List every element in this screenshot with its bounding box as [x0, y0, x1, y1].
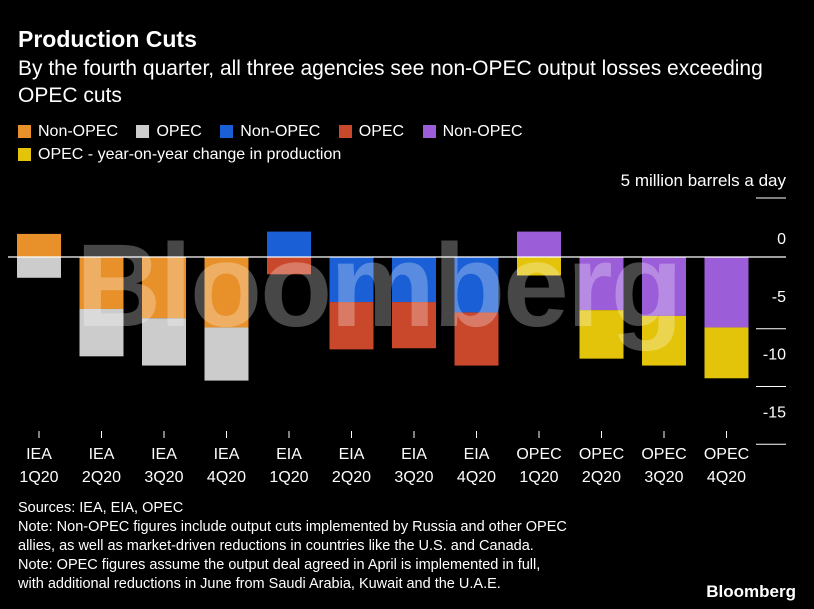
bar-segment [329, 302, 374, 350]
bar-segment [517, 257, 561, 276]
x-tick-label: OPEC [641, 446, 686, 463]
y-tick-label: -15 [763, 404, 786, 421]
legend-item: OPEC [136, 120, 202, 143]
bar-segment [329, 257, 374, 303]
x-tick-label: EIA [401, 446, 427, 463]
x-tick-label: 1Q20 [519, 469, 558, 486]
bar-segment [579, 257, 624, 311]
x-tick-label: OPEC [516, 446, 561, 463]
legend-label: OPEC [358, 122, 405, 140]
legend-item: Non-OPEC [220, 120, 320, 143]
sources-text: Sources: IEA, EIA, OPEC [18, 500, 184, 516]
x-tick-label: EIA [276, 446, 302, 463]
x-tick-label: 2Q20 [582, 469, 621, 486]
bar-segment [642, 257, 686, 316]
legend: Non-OPEC OPEC Non-OPEC OPEC Non-OPEC OPE… [18, 120, 578, 166]
note-line: with additional reductions in June from … [18, 576, 501, 592]
y-tick-label: 0 [777, 231, 786, 248]
legend-label: OPEC - year-on-year change in production [38, 145, 342, 163]
chart-title: Production Cuts [18, 26, 197, 52]
bar-segment [454, 257, 499, 313]
note-line: Note: OPEC figures assume the output dea… [18, 557, 541, 573]
bar-segment [17, 257, 61, 278]
bar-segment [579, 310, 624, 359]
legend-swatch [18, 148, 31, 161]
bar-segment [17, 233, 61, 257]
bar-segment [79, 257, 124, 309]
note-line: allies, as well as market-driven reducti… [18, 538, 534, 554]
x-tick-label: OPEC [579, 446, 624, 463]
x-tick-label: 3Q20 [144, 469, 183, 486]
legend-label: OPEC [156, 122, 202, 140]
x-tick-label: 1Q20 [269, 469, 308, 486]
legend-label: Non-OPEC [442, 122, 523, 140]
note-line: Note: Non-OPEC figures include output cu… [18, 519, 567, 535]
bar-segment [392, 257, 436, 303]
y-tick-label: -5 [772, 289, 786, 306]
legend-label: Non-OPEC [38, 122, 119, 140]
legend-label: Non-OPEC [240, 122, 321, 140]
bar-segment [267, 257, 311, 275]
x-tick-label: IEA [214, 446, 240, 463]
bar-segment [704, 327, 749, 379]
bar-segment [267, 231, 311, 257]
x-tick-label: 4Q20 [207, 469, 246, 486]
legend-item: Non-OPEC [18, 120, 118, 143]
footer-notes: Sources: IEA, EIA, OPEC Note: Non-OPEC f… [18, 499, 708, 594]
bar-segment [142, 257, 186, 319]
legend-item: OPEC [338, 120, 405, 143]
legend-item: Non-OPEC [422, 120, 523, 143]
y-axis-unit-label: 5 million barrels a day [620, 171, 786, 190]
bar-segment [79, 308, 124, 357]
legend-swatch [136, 125, 150, 138]
bar-segment [642, 315, 686, 366]
x-tick-label: 2Q20 [332, 469, 371, 486]
legend-swatch [422, 125, 436, 138]
legend-item: OPEC - year-on-year change in production [18, 143, 341, 166]
bar-segment [454, 312, 499, 366]
x-tick-label: 3Q20 [644, 469, 683, 486]
bar-segment [704, 257, 749, 328]
bar-segment [517, 231, 561, 257]
x-tick-label: EIA [339, 446, 365, 463]
legend-swatch [220, 125, 234, 138]
x-tick-label: 1Q20 [19, 469, 58, 486]
x-tick-label: IEA [89, 446, 115, 463]
x-tick-label: IEA [26, 446, 52, 463]
legend-swatch [338, 125, 352, 138]
x-tick-label: 2Q20 [82, 469, 121, 486]
x-tick-label: 3Q20 [394, 469, 433, 486]
legend-swatch [18, 125, 31, 138]
x-tick-label: IEA [151, 446, 177, 463]
x-tick-label: 4Q20 [707, 469, 746, 486]
bloomberg-logo: Bloomberg [706, 582, 796, 601]
bar-segment [204, 257, 249, 328]
x-tick-label: 4Q20 [457, 469, 496, 486]
bar-segment [142, 318, 186, 366]
x-tick-label: OPEC [704, 446, 749, 463]
y-tick-label: -10 [763, 347, 786, 364]
bar-segment [204, 327, 249, 381]
bar-segment [392, 302, 436, 349]
chart-subtitle: By the fourth quarter, all three agencie… [18, 57, 763, 107]
x-tick-label: EIA [464, 446, 490, 463]
